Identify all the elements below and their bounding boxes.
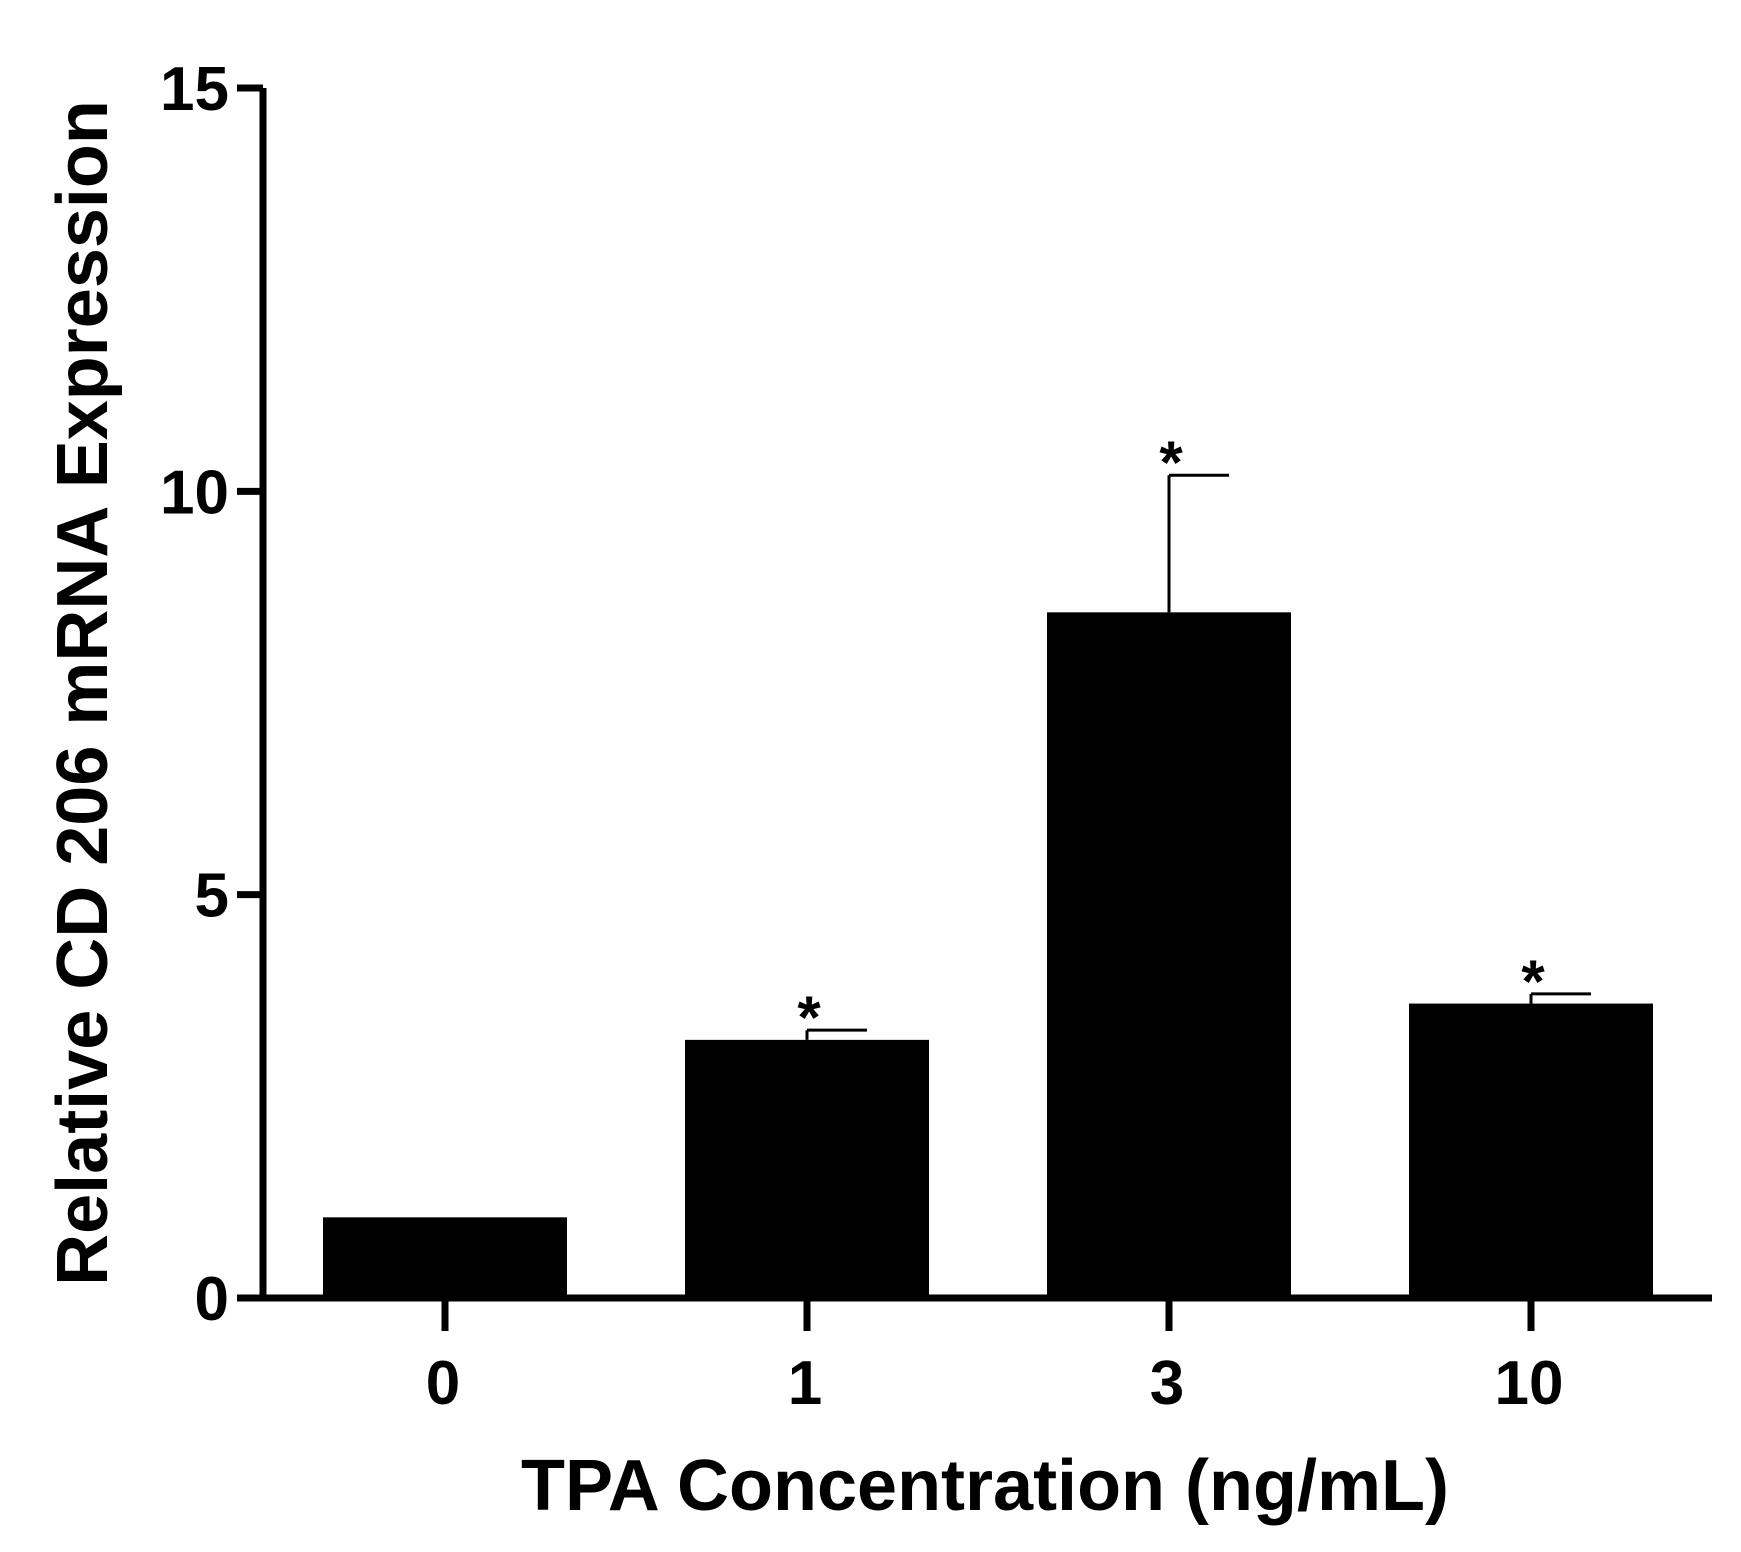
significance-markers: * * * [797,429,1545,1051]
bar [685,1039,929,1298]
error-bars [805,473,1591,1040]
significance-asterisk: * [1521,948,1545,1015]
y-tick-label: 15 [160,55,229,124]
y-tick-label: 10 [160,458,229,527]
x-axis-ticks: 0 1 3 10 [426,1298,1564,1418]
bar [1047,612,1291,1298]
bars [323,612,1653,1298]
y-tick-label: 5 [195,862,229,931]
bar [1409,1003,1653,1298]
bar [323,1217,567,1298]
y-axis-title: Relative CD 206 mRNA Expression [43,100,123,1286]
x-axis-title: TPA Concentration (ng/mL) [521,1446,1449,1526]
y-tick-label: 0 [195,1265,229,1334]
x-tick-label: 1 [788,1349,822,1418]
x-tick-label: 3 [1150,1349,1184,1418]
significance-asterisk: * [1159,429,1183,496]
x-tick-label: 10 [1495,1349,1564,1418]
y-axis-ticks: 0 5 10 15 [160,55,263,1334]
x-tick-label: 0 [426,1349,460,1418]
significance-asterisk: * [797,984,821,1051]
